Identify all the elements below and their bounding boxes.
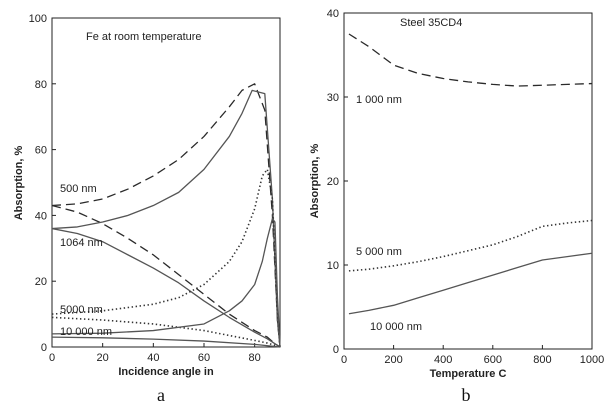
panel-b-label-5000nm: 5 000 nm	[356, 246, 402, 258]
panel-a-label-1064nm: 1064 nm	[60, 237, 103, 249]
panel-a-series-500nm-line	[51, 83, 281, 348]
panel-b-xtick-label: 1000	[580, 354, 604, 366]
panel-a-xtick-label: 0	[49, 352, 55, 364]
panel-a-series-1064nm-line	[51, 89, 281, 348]
panel-a-series-1064nm-line	[51, 227, 281, 348]
panel-b-caption: b	[462, 385, 471, 405]
panel-b-ytick-label: 40	[327, 8, 339, 20]
panel-a-title: Fe at room temperature	[86, 31, 202, 43]
panel-a-xtick-label: 80	[249, 352, 261, 364]
panel-a-ytick-label: 20	[35, 276, 47, 288]
panel-b-xtick-label: 0	[341, 354, 347, 366]
panel-b: Steel 35CD4 0 200 400 600 800 1000 0 10 20 30 40 1…	[309, 8, 604, 405]
panel-a-ytick-label: 40	[35, 210, 47, 222]
panel-b-label-1000nm: 1 000 nm	[356, 94, 402, 106]
panel-a-caption: a	[157, 385, 165, 405]
panel-a-series	[51, 83, 281, 348]
panel-a-ticks: 0 20 40 60 80 0 20 40 60 80 100	[29, 13, 261, 364]
panel-a-series-5000nm-line	[51, 168, 281, 348]
panel-a: Fe at room temperature 0 20 40 60 80 0 20 40 60 8…	[13, 13, 281, 405]
panel-b-series-10000nm-line	[348, 252, 593, 315]
panel-a-label-5000nm: 5000 nm	[60, 304, 103, 316]
panel-b-ytick-label: 0	[333, 344, 339, 356]
panel-b-ytick-label: 30	[327, 92, 339, 104]
panel-a-label-500nm: 500 nm	[60, 183, 97, 195]
panel-b-plot-frame	[343, 12, 593, 350]
panel-a-ytick-label: 60	[35, 145, 47, 157]
panel-b-xtick-label: 400	[434, 354, 452, 366]
panel-b-series-1000nm-line	[348, 33, 593, 87]
panel-a-xtick-label: 20	[97, 352, 109, 364]
panel-b-xtick-label: 600	[484, 354, 502, 366]
panel-b-xtick-label: 800	[533, 354, 551, 366]
panel-b-ytick-label: 10	[327, 260, 339, 272]
panel-a-xlabel: Incidence angle in	[118, 366, 214, 378]
panel-b-ytick-label: 20	[327, 176, 339, 188]
panel-a-ytick-label: 100	[29, 13, 47, 25]
panel-a-xtick-label: 60	[198, 352, 210, 364]
panel-a-series-500nm-line	[51, 204, 281, 348]
panel-a-series-10000nm-line	[51, 218, 281, 348]
panel-b-xlabel: Temperature C	[430, 368, 507, 380]
panel-a-ytick-label: 80	[35, 79, 47, 91]
panel-a-series-10000nm-line	[51, 336, 281, 348]
panel-a-xtick-label: 40	[147, 352, 159, 364]
panel-b-title: Steel 35CD4	[400, 17, 462, 29]
panel-a-label-10000nm: 10 000 nm	[60, 326, 112, 338]
panel-b-label-10000nm: 10 000 nm	[370, 321, 422, 333]
panel-b-xtick-label: 200	[384, 354, 402, 366]
panel-a-ytick-label: 0	[41, 342, 47, 354]
panel-b-series	[348, 33, 593, 315]
panel-a-ylabel: Absorption, %	[13, 146, 25, 221]
panel-b-series-5000nm-line	[348, 219, 593, 272]
panel-b-ylabel: Absorption, %	[309, 144, 321, 219]
panel-a-plot-frame	[51, 17, 281, 348]
panel-b-ticks: 0 200 400 600 800 1000 0 10 20 30 40	[327, 8, 604, 366]
